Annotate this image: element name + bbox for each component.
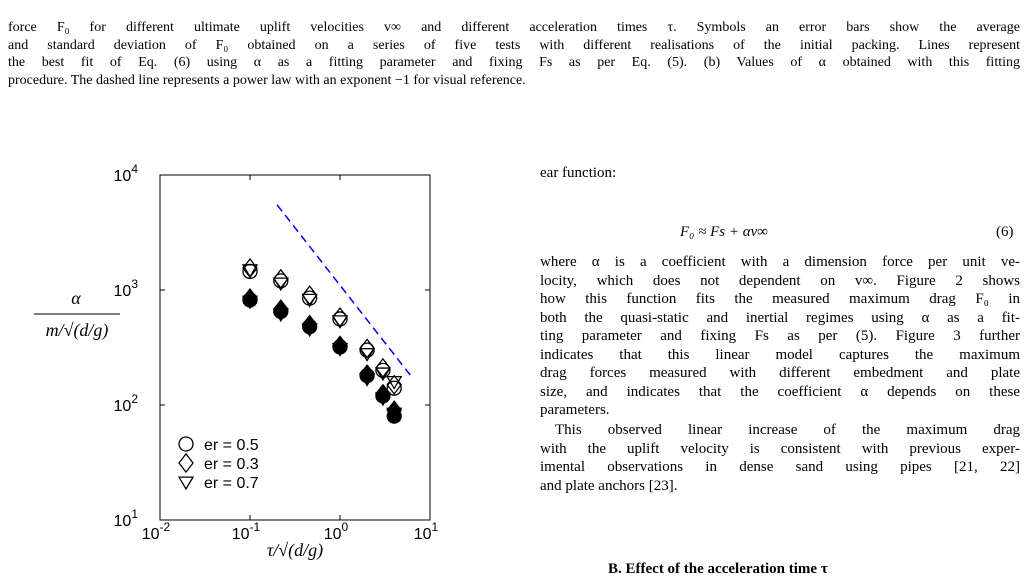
marker (331, 315, 349, 330)
marker (241, 295, 259, 310)
y-tick-label: 103 (114, 277, 139, 300)
y-tick-label-exponent: 3 (131, 277, 138, 291)
marker (272, 268, 289, 290)
x-tick-label: 101 (414, 520, 439, 543)
x-tick-label: 100 (324, 520, 349, 543)
x-tick-label-base: 10 (232, 526, 250, 543)
x-tick-label-base: 10 (142, 526, 160, 543)
caption-line: procedure. The dashed line represents a … (8, 72, 526, 88)
y-tick-label: 104 (114, 162, 139, 185)
marker (374, 367, 392, 382)
reference-line (276, 204, 414, 380)
paragraph-line: parameters. (540, 402, 610, 418)
equation: F₀ ≈ Fs + αv∞ (680, 224, 768, 240)
caption-line: the best fit of Eq. (6) using α as a fit… (8, 55, 1020, 70)
marker (301, 323, 318, 338)
equation-number: (6) (996, 224, 1014, 240)
x-axis-label: τ/√(d/g) (267, 540, 323, 561)
y-tick-label-base: 10 (114, 398, 132, 415)
x-tick-label: 10-1 (232, 520, 261, 543)
plot-frame (159, 174, 431, 521)
marker (375, 357, 391, 379)
paragraph-line: and plate anchors [23]. (540, 477, 678, 494)
caption-line: and standard deviation of F₀ obtained on… (8, 37, 1020, 53)
marker (331, 342, 349, 357)
y-tick-label-base: 10 (114, 283, 132, 300)
legend-label: er = 0.5 (204, 437, 259, 454)
paragraph-line: how this function fits the measured maxi… (540, 291, 1020, 307)
legend-label: er = 0.3 (204, 456, 259, 473)
paragraph-line: drag forces measured with different embe… (540, 365, 1020, 381)
lead-in: ear function: (540, 165, 617, 181)
marker (386, 407, 403, 422)
paragraph-line: ting parameter and fixing Fs as per (5).… (540, 328, 1020, 344)
marker (301, 293, 318, 308)
paragraph-line: with the uplift velocity is consistent w… (540, 440, 1020, 457)
caption-line: force F₀ for different ultimate uplift v… (8, 20, 1020, 35)
paragraph-line: where α is a coefficient with a dimensio… (540, 254, 1020, 270)
paragraph-line: both the quasi-static and inertial regim… (540, 309, 1020, 326)
marker (359, 338, 375, 359)
paragraph-line: imental observations in dense sand using… (540, 459, 1020, 475)
x-tick-label: 10-2 (142, 520, 171, 543)
marker (272, 277, 289, 292)
marker (374, 392, 392, 407)
paragraph-line: This observed linear increase of the max… (555, 422, 1020, 438)
paragraph-line: locity, which does not dependent on v∞. … (540, 272, 1020, 289)
x-tick-label-exponent: -1 (250, 520, 261, 534)
y-tick-label-base: 10 (114, 168, 132, 185)
legend-label: er = 0.7 (204, 475, 259, 492)
x-tick-label-exponent: 0 (342, 520, 349, 534)
marker (358, 348, 376, 362)
marker (386, 374, 403, 395)
paragraph-line: indicates that this linear model capture… (540, 346, 1020, 363)
marker (386, 380, 402, 396)
marker (241, 264, 259, 279)
marker (272, 308, 289, 323)
x-tick-label-base: 10 (324, 526, 342, 543)
marker (386, 375, 403, 390)
y-axis-label-denominator: m/√(d/g) (46, 320, 109, 341)
marker (332, 307, 348, 328)
y-tick-label-exponent: 1 (131, 507, 138, 521)
legend-marker (177, 476, 195, 491)
legend-marker (178, 452, 194, 474)
y-axis-label-numerator: α (71, 288, 81, 308)
x-tick-label-exponent: 1 (432, 520, 439, 534)
x-tick-label-exponent: -2 (160, 520, 171, 534)
y-tick-label: 102 (114, 392, 139, 415)
x-tick-label-base: 10 (414, 526, 432, 543)
y-tick-label-exponent: 2 (131, 392, 138, 406)
y-tick-label: 101 (114, 507, 139, 530)
marker (358, 372, 376, 387)
section-heading: B. Effect of the acceleration time τ (608, 561, 828, 577)
paragraph-line: size, and indicates that the coefficient… (540, 383, 1020, 400)
legend-marker (178, 436, 194, 452)
marker (301, 285, 318, 306)
y-tick-label-base: 10 (114, 513, 132, 530)
y-tick-label-exponent: 4 (131, 162, 138, 176)
